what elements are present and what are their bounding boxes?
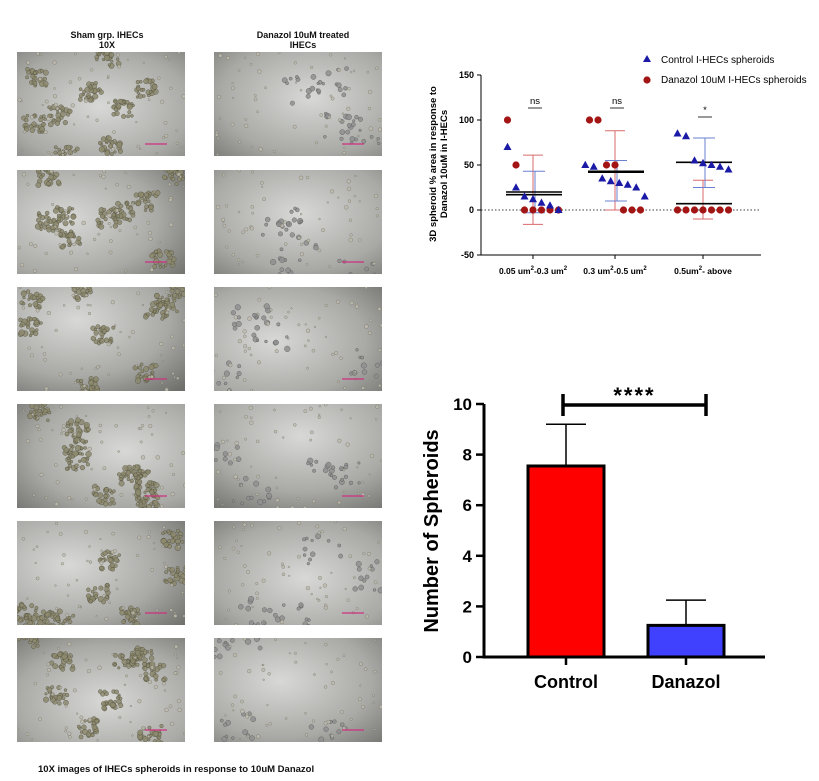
- legend-control-label: Control I-HECs spheroids: [661, 55, 774, 66]
- scatter-significance-label: ns: [530, 96, 540, 107]
- bar-control: [526, 464, 606, 659]
- right-column-header-line2: IHECs: [289, 40, 317, 50]
- control-point: [623, 180, 632, 188]
- danazol-micrograph: [214, 52, 382, 156]
- scatter-y-tick-label: 0: [469, 205, 474, 215]
- legend-control-marker: [643, 55, 651, 62]
- bar-y-axis-title: Number of Spheroids: [421, 429, 443, 632]
- scatter-significance-label: ns: [612, 96, 622, 107]
- control-point: [589, 162, 598, 170]
- figure-caption: 10X images of IHECs spheroids in respons…: [38, 764, 315, 775]
- control-point: [699, 158, 707, 167]
- scatter-significance-label: *: [703, 105, 707, 116]
- danazol-point: [512, 161, 520, 169]
- danazol-point: [602, 161, 611, 169]
- sham-micrograph: [17, 521, 185, 625]
- danazol-point: [724, 206, 733, 214]
- control-point: [598, 174, 607, 182]
- control-point: [581, 160, 590, 168]
- scatter-x-tick-label: 0.5um2- above: [674, 266, 732, 276]
- scatter-y-axis-title: 3D spheroid % area in response toDanazol…: [428, 86, 450, 242]
- danazol-point: [690, 206, 699, 214]
- danazol-point: [585, 116, 594, 124]
- control-point: [615, 178, 624, 186]
- control-point: [503, 142, 512, 150]
- sham-micrograph: [17, 52, 185, 156]
- danazol-micrograph: [214, 404, 382, 508]
- danazol-point: [529, 206, 537, 214]
- danazol-point: [611, 161, 619, 169]
- bar-y-tick-label: 2: [463, 597, 472, 616]
- control-point: [554, 205, 563, 213]
- right-column-header: Danazol 10uM treated IHECs: [233, 30, 373, 50]
- bar-x-tick-label: Control: [534, 672, 598, 692]
- danazol-point: [707, 206, 716, 214]
- left-column-header: Sham grp. IHECs 10X: [52, 30, 162, 50]
- danazol-micrograph: [214, 638, 382, 742]
- danazol-point: [554, 206, 563, 214]
- bar-x-tick-label: Danazol: [651, 672, 720, 692]
- control-point: [724, 165, 733, 173]
- control-point: [632, 183, 641, 191]
- danazol-point: [520, 206, 529, 214]
- legend-danazol-label: Danazol 10uM I-HECs spheroids: [661, 75, 807, 86]
- danazol-micrograph: [214, 287, 382, 391]
- sham-micrograph: [17, 287, 185, 391]
- bar-y-tick-label: 8: [463, 446, 472, 465]
- danazol-point: [673, 206, 682, 214]
- danazol-point: [537, 206, 546, 214]
- control-point: [537, 198, 546, 206]
- danazol-point: [636, 206, 645, 214]
- scatter-x-tick-label: 0.05 um2-0.3 um2: [499, 266, 568, 276]
- danazol-micrograph: [214, 170, 382, 274]
- scatter-y-tick-label: 150: [459, 70, 474, 80]
- control-point: [520, 192, 529, 200]
- scatter-x-tick-label: 0.3 um2-0.5 um2: [583, 266, 647, 276]
- legend-danazol-marker: [643, 76, 651, 84]
- bar-significance-label: ****: [613, 383, 655, 408]
- control-point: [640, 192, 649, 200]
- control-point: [682, 131, 690, 140]
- right-column-header-line1: Danazol 10uM treated: [256, 30, 350, 40]
- control-point: [707, 160, 716, 168]
- control-point: [512, 183, 520, 191]
- control-point: [716, 162, 724, 170]
- control-point: [606, 176, 615, 185]
- danazol-point: [619, 206, 628, 214]
- control-point: [673, 129, 682, 137]
- bar-y-tick-label: 4: [463, 547, 473, 566]
- sham-micrograph: [17, 404, 185, 508]
- danazol-point: [628, 206, 636, 214]
- scatter-y-tick-label: 100: [459, 115, 474, 125]
- control-point: [546, 201, 554, 209]
- bar-danazol: [646, 623, 726, 659]
- bar-y-tick-label: 10: [453, 395, 472, 414]
- left-column-header-line2: 10X: [98, 40, 115, 50]
- left-column-header-line1: Sham grp. IHECs: [70, 30, 144, 40]
- control-point: [690, 156, 699, 164]
- danazol-micrograph: [214, 521, 382, 625]
- danazol-point: [503, 116, 512, 124]
- control-point: [529, 194, 537, 203]
- bar-y-tick-label: 0: [463, 648, 472, 667]
- sham-micrograph: [17, 170, 185, 274]
- danazol-point: [682, 206, 690, 214]
- danazol-point: [716, 206, 724, 214]
- danazol-point: [699, 206, 707, 214]
- sham-micrograph: [17, 638, 185, 742]
- danazol-point: [546, 206, 554, 214]
- scatter-y-tick-label: -50: [461, 250, 474, 260]
- scatter-y-tick-label: 50: [464, 160, 474, 170]
- bar-y-tick-label: 6: [463, 496, 472, 515]
- danazol-point: [594, 116, 602, 124]
